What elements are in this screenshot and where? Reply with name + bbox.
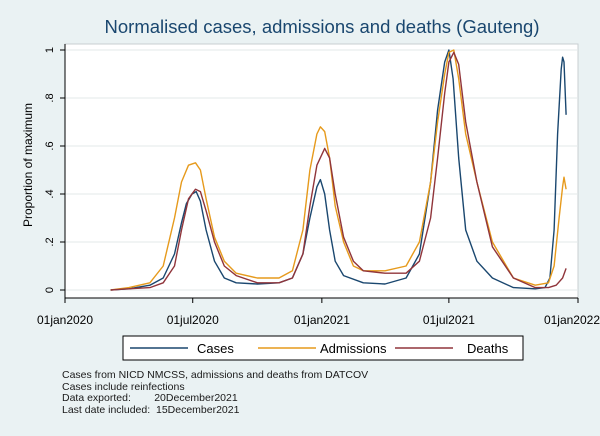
chart-title: Normalised cases, admissions and deaths … xyxy=(105,16,540,37)
series-line-deaths xyxy=(110,51,567,291)
x-tick-label: 01jan2021 xyxy=(294,313,350,327)
x-tick-label: 01jul2020 xyxy=(167,313,219,327)
legend: Cases Admissions Deaths xyxy=(122,335,524,361)
y-tick-label: 1 xyxy=(44,47,56,53)
x-tick-label: 01jan2020 xyxy=(37,313,93,327)
footnote-export-date: Data exported: 20December2021 xyxy=(62,392,238,404)
y-tick-label: .2 xyxy=(44,237,56,246)
series-line-cases xyxy=(110,49,567,291)
y-tick-label: .6 xyxy=(44,141,56,150)
series-line-admissions xyxy=(110,49,567,291)
series-lines xyxy=(110,49,567,291)
legend-label-cases: Cases xyxy=(197,341,234,356)
y-tick-label: 0 xyxy=(44,287,56,293)
gridlines xyxy=(65,49,578,291)
footnote-reinfections: Cases include reinfections xyxy=(62,380,185,393)
y-tick-label: .8 xyxy=(44,93,56,102)
y-tick-label: .4 xyxy=(44,189,56,198)
axes: 0 .2 .4 .6 .8 1 01jan2020 01jul2020 01jan2021 01j… xyxy=(21,44,600,327)
legend-box xyxy=(122,335,524,361)
footnote-source: Cases from NICD NMCSS, admissions and de… xyxy=(62,369,369,381)
legend-label-deaths: Deaths xyxy=(467,341,509,356)
footnotes: Cases from NICD NMCSS, admissions and de… xyxy=(62,369,369,416)
x-tick-label: 01jul2021 xyxy=(423,313,475,327)
y-axis-title: Proportion of maximum xyxy=(21,103,35,227)
x-tick-label: 01jan2022 xyxy=(544,313,600,327)
plot-area xyxy=(64,43,579,299)
legend-label-admissions: Admissions xyxy=(320,341,387,356)
footnote-last-date: Last date included: 15December2021 xyxy=(62,403,240,416)
